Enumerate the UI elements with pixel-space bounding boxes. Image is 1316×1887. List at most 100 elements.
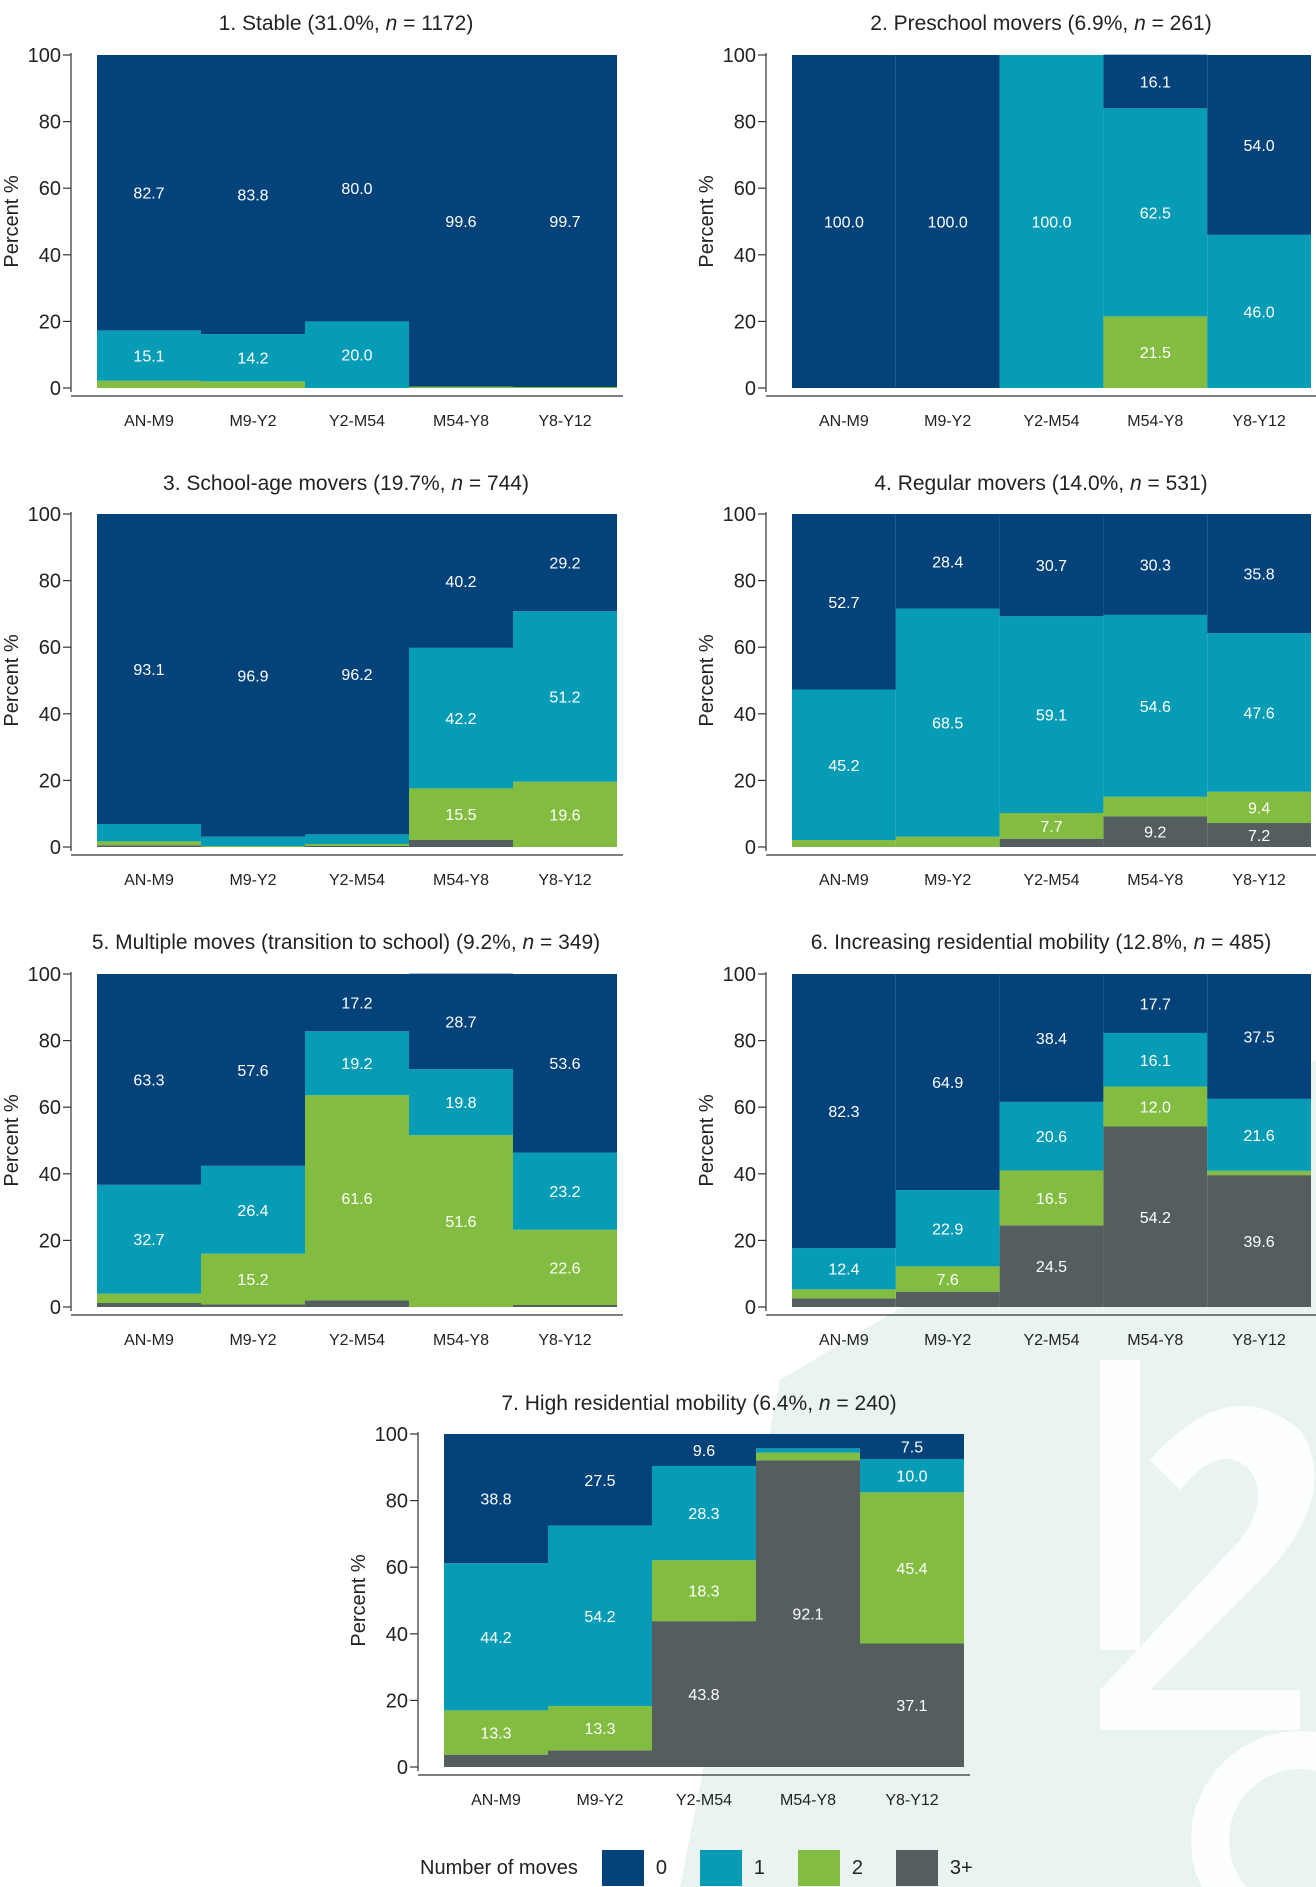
bar-segment: [895, 974, 1000, 1191]
bar-segment: [1207, 791, 1311, 824]
bar-segment: [97, 55, 201, 331]
bar-segment: [895, 608, 1000, 837]
bar-segment: [305, 1300, 409, 1307]
data-label: 54.0: [1244, 138, 1275, 155]
y-tick-label: 0: [745, 837, 756, 859]
legend-label-3: 3+: [949, 1856, 973, 1879]
x-tick-label: M54-Y8: [1127, 872, 1183, 889]
bar-segment: [201, 514, 305, 837]
bar-segment: [444, 1710, 548, 1755]
x-tick-label: AN-M9: [819, 1332, 869, 1349]
data-label: 23.2: [549, 1184, 580, 1201]
bar-segment: [305, 844, 409, 846]
data-label: 57.6: [237, 1063, 268, 1080]
data-label: 99.6: [445, 214, 476, 231]
data-label: 28.7: [445, 1014, 476, 1031]
chart-panel-7: 13.3 44.2 38.8 13.3 54.2 27.5 43.8 18.3 28.3 9.6 9…: [348, 1392, 970, 1809]
y-tick-label: 80: [734, 112, 756, 134]
bar-segment: [201, 1304, 305, 1307]
data-label: 37.1: [896, 1698, 927, 1715]
bar-segment: [756, 1460, 860, 1767]
x-tick-label: Y8-Y12: [1232, 413, 1285, 430]
data-label: 93.1: [133, 662, 164, 679]
x-tick-label: Y2-M54: [329, 1332, 385, 1349]
bar-segment: [513, 1229, 617, 1305]
data-label: 7.7: [1040, 819, 1062, 836]
data-label: 92.1: [792, 1607, 823, 1624]
y-tick-label: 0: [50, 837, 61, 859]
bar-segment: [513, 611, 617, 782]
x-tick-label: M54-Y8: [433, 413, 489, 430]
bar-segment: [652, 1434, 756, 1466]
bar-segment: [97, 330, 201, 381]
bar-segment: [1103, 1086, 1208, 1127]
bar-segment: [1207, 974, 1311, 1099]
x-tick-label: M54-Y8: [1127, 1332, 1183, 1349]
data-label: 99.7: [549, 214, 580, 231]
data-label: 13.3: [480, 1726, 511, 1743]
y-tick-label: 40: [39, 245, 61, 267]
bar-segment: [792, 840, 896, 847]
bar-segment: [895, 55, 1000, 388]
y-tick-label: 60: [39, 178, 61, 200]
y-tick-label: 100: [723, 45, 756, 67]
chart-title: 4. Regular movers (14.0%, n = 531): [874, 472, 1207, 495]
bar-segment: [999, 1101, 1104, 1171]
y-tick-label: 100: [28, 964, 61, 986]
data-label: 20.6: [1036, 1129, 1067, 1146]
bar-segment: [201, 846, 305, 847]
bar-segment: [895, 1266, 1000, 1292]
chart-title: 5. Multiple moves (transition to school)…: [92, 931, 600, 954]
bar-segment: [999, 616, 1104, 814]
legend-label-0: 0: [655, 1856, 667, 1879]
bar-segment: [756, 1434, 860, 1449]
legend-item-2: 2: [797, 1850, 876, 1886]
y-tick-label: 80: [39, 571, 61, 593]
chart-title: 3. School-age movers (19.7%, n = 744): [163, 472, 529, 495]
bar-segment: [548, 1525, 652, 1707]
data-label: 13.3: [584, 1721, 615, 1738]
chart-title: 1. Stable (31.0%, n = 1172): [219, 12, 474, 35]
data-label: 12.4: [828, 1262, 859, 1279]
data-label: 39.6: [1244, 1234, 1275, 1251]
y-tick-label: 40: [734, 245, 756, 267]
data-label: 96.2: [341, 667, 372, 684]
bar-segment: [756, 1448, 860, 1453]
y-tick-label: 20: [734, 770, 756, 792]
data-label: 61.6: [341, 1191, 372, 1208]
bar-segment: [201, 334, 305, 382]
data-label: 10.0: [896, 1469, 927, 1486]
bar-segment: [97, 380, 201, 388]
bar-segment: [792, 1248, 896, 1290]
bar-segment: [548, 1750, 652, 1767]
data-label: 16.5: [1036, 1191, 1067, 1208]
data-label: 30.3: [1140, 557, 1171, 574]
bar-segment: [1103, 54, 1208, 109]
chart-panel-3: 93.1 96.9 96.2 15.5 42.2 40.2 19.6 51.2 29.2 0 20 4…: [1, 472, 623, 889]
legend-swatch-0: [601, 1850, 644, 1886]
y-tick-label: 40: [734, 704, 756, 726]
data-label: 9.6: [693, 1443, 715, 1460]
y-tick-label: 20: [386, 1690, 408, 1712]
y-tick-label: 20: [39, 1230, 61, 1252]
bar-segment: [548, 1706, 652, 1751]
bar-segment: [1103, 1032, 1208, 1087]
data-label: 28.4: [932, 554, 963, 571]
data-label: 7.2: [1248, 828, 1270, 845]
data-label: 68.5: [932, 716, 963, 733]
bar-segment: [513, 1305, 617, 1307]
bar-segment: [97, 845, 201, 847]
bar-segment: [548, 1434, 652, 1526]
y-tick-label: 0: [50, 378, 61, 400]
x-tick-label: Y2-M54: [329, 413, 385, 430]
data-label: 32.7: [133, 1232, 164, 1249]
bar-segment: [1103, 316, 1208, 388]
y-tick-label: 80: [39, 1031, 61, 1053]
y-tick-label: 0: [745, 1297, 756, 1319]
bar-segment: [409, 386, 513, 388]
bar-segment: [305, 846, 409, 847]
data-label: 19.6: [549, 807, 580, 824]
bar-segment: [305, 1031, 409, 1096]
x-tick-label: M9-Y2: [924, 872, 971, 889]
data-label: 17.2: [341, 996, 372, 1013]
